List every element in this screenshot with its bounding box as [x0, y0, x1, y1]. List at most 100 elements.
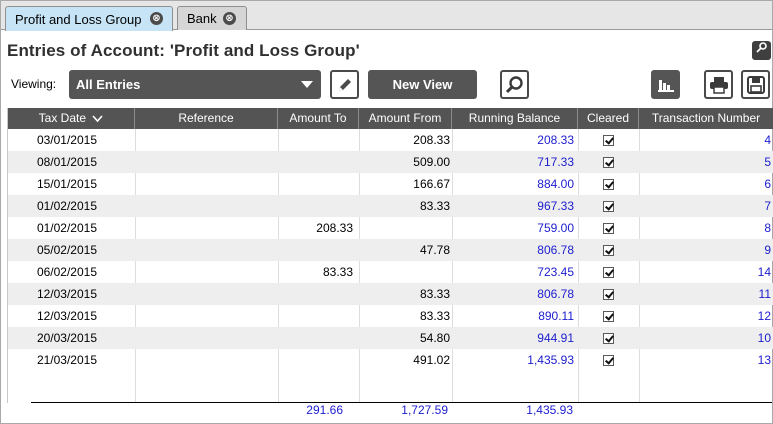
cell-tax-date: 15/01/2015 [36, 177, 97, 191]
cleared-checkbox[interactable] [603, 157, 614, 169]
cell-reference [135, 217, 278, 239]
column-header-cleared[interactable]: Cleared [578, 108, 639, 129]
cell-amount-from: 83.33 [419, 199, 450, 213]
bar-chart-icon [657, 79, 674, 92]
cell-tax-date: 08/01/2015 [36, 155, 97, 169]
table-row[interactable]: 12/03/2015 83.33 806.78 11 [8, 283, 773, 305]
save-button[interactable] [741, 70, 770, 99]
cleared-checkbox[interactable] [603, 245, 614, 257]
new-view-button[interactable]: New View [368, 70, 477, 99]
cell-amount-from: 208.33 [413, 133, 450, 147]
cell-amount-from: 491.02 [413, 353, 450, 367]
tab-profit-and-loss-group[interactable]: Profit and Loss Group ⊗ [5, 6, 173, 31]
table-row[interactable]: 21/03/2015 491.02 1,435.93 13 [8, 349, 773, 371]
cleared-checkbox[interactable] [603, 289, 614, 301]
tab-bank[interactable]: Bank ⊗ [177, 6, 247, 30]
close-icon[interactable]: ⊗ [150, 12, 163, 25]
print-button[interactable] [704, 70, 733, 99]
cleared-checkbox[interactable] [603, 223, 614, 235]
cell-transaction-number: 6 [764, 177, 771, 191]
cell-amount-from: 509.00 [413, 155, 450, 169]
cell-amount-to: 208.33 [316, 221, 353, 235]
cell-cleared [578, 283, 639, 305]
cell-running-balance: 759.00 [537, 221, 574, 235]
cell-transaction-number: 13 [757, 353, 771, 367]
cell-transaction-number: 8 [764, 221, 771, 235]
cell-tax-date: 05/02/2015 [36, 243, 97, 257]
cell-reference [135, 129, 278, 151]
cell-running-balance: 717.33 [537, 155, 574, 169]
cleared-checkbox[interactable] [603, 135, 614, 147]
cell-reference [135, 305, 278, 327]
cell-tax-date: 06/02/2015 [36, 265, 97, 279]
cell-amount-to [278, 239, 353, 261]
table-row[interactable]: 12/03/2015 83.33 890.11 12 [8, 305, 773, 327]
cell-amount-to [278, 129, 353, 151]
cell-amount-from [359, 261, 450, 283]
cell-transaction-number: 9 [764, 243, 771, 257]
tab-label: Profit and Loss Group [15, 11, 142, 27]
total-amount-to: 291.66 [306, 403, 343, 417]
column-header-running-balance[interactable]: Running Balance [452, 108, 578, 129]
cell-transaction-number: 7 [764, 199, 771, 213]
cleared-checkbox[interactable] [603, 267, 614, 279]
page-title: Entries of Account: 'Profit and Loss Gro… [7, 41, 360, 60]
cell-amount-to [278, 173, 353, 195]
table-row[interactable]: 03/01/2015 208.33 208.33 4 [8, 129, 773, 151]
cleared-checkbox[interactable] [603, 355, 614, 367]
column-header-amount-from[interactable]: Amount From [359, 108, 452, 129]
cell-cleared [578, 261, 639, 283]
search-button[interactable] [500, 70, 529, 99]
cell-tax-date: 12/03/2015 [36, 287, 97, 301]
pin-icon[interactable] [752, 41, 771, 60]
cell-running-balance: 806.78 [537, 243, 574, 257]
cell-reference [135, 261, 278, 283]
totals-divider [31, 402, 772, 403]
table-row[interactable]: 08/01/2015 509.00 717.33 5 [8, 151, 773, 173]
tab-label: Bank [187, 11, 217, 26]
column-header-amount-to[interactable]: Amount To [278, 108, 359, 129]
tab-strip: Profit and Loss Group ⊗ Bank ⊗ [1, 1, 772, 31]
cell-amount-to [278, 195, 353, 217]
cleared-checkbox[interactable] [603, 179, 614, 191]
column-divider [452, 129, 453, 403]
close-icon[interactable]: ⊗ [223, 12, 236, 25]
cell-reference [135, 239, 278, 261]
cleared-checkbox[interactable] [603, 311, 614, 323]
cell-transaction-number: 4 [764, 133, 771, 147]
column-header-reference[interactable]: Reference [135, 108, 278, 129]
column-header-transaction-number[interactable]: Transaction Number [651, 111, 761, 125]
table-body: 03/01/2015 208.33 208.33 4 08/01/2015 509.00 7… [8, 129, 773, 371]
cell-cleared [578, 217, 639, 239]
cleared-checkbox[interactable] [603, 333, 614, 345]
cell-amount-to [278, 283, 353, 305]
save-icon [746, 75, 765, 94]
edit-view-button[interactable] [330, 70, 359, 99]
cell-running-balance: 890.11 [538, 309, 574, 323]
table-row[interactable]: 15/01/2015 166.67 884.00 6 [8, 173, 773, 195]
cell-running-balance: 806.78 [537, 287, 574, 301]
view-select[interactable]: All Entries [69, 70, 321, 99]
cell-reference [135, 195, 278, 217]
cleared-checkbox[interactable] [603, 201, 614, 213]
table-row[interactable]: 05/02/2015 47.78 806.78 9 [8, 239, 773, 261]
chevron-down-icon [301, 81, 313, 88]
cell-tax-date: 01/02/2015 [36, 221, 97, 235]
cell-running-balance: 884.00 [537, 177, 574, 191]
pencil-icon [338, 78, 351, 91]
chart-button[interactable] [651, 70, 680, 99]
cell-running-balance: 208.33 [537, 133, 574, 147]
cell-cleared [578, 129, 639, 151]
viewing-label: Viewing: [11, 77, 57, 91]
table-row[interactable]: 01/02/2015 83.33 967.33 7 [8, 195, 773, 217]
table-row[interactable]: 01/02/2015 208.33 759.00 8 [8, 217, 773, 239]
table-row[interactable]: 06/02/2015 83.33 723.45 14 [8, 261, 773, 283]
cell-tax-date: 21/03/2015 [36, 353, 97, 367]
column-divider [278, 129, 279, 403]
cell-cleared [578, 239, 639, 261]
column-header-tax-date[interactable]: Tax Date [8, 108, 135, 129]
cell-reference [135, 349, 278, 371]
table-row[interactable]: 20/03/2015 54.80 944.91 10 [8, 327, 773, 349]
table-header: Tax Date Reference Amount To Amount From… [8, 108, 773, 129]
cell-running-balance: 967.33 [537, 199, 574, 213]
